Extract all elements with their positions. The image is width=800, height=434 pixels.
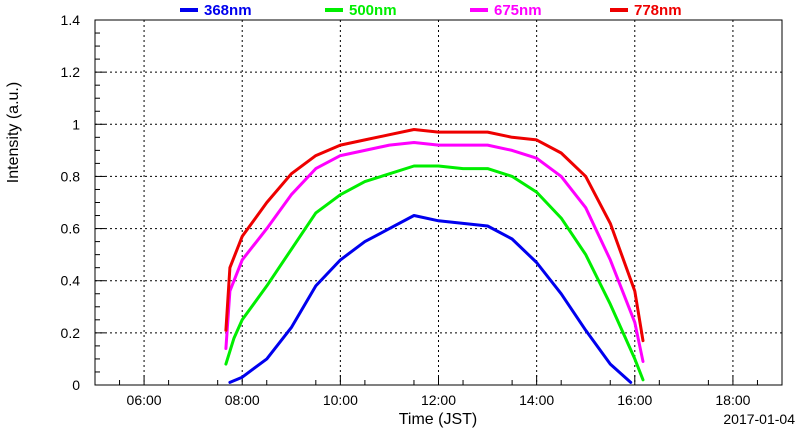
- y-tick-label: 1.4: [61, 12, 81, 28]
- y-tick-label: 0: [72, 377, 80, 393]
- series-line-778nm: [224, 128, 645, 343]
- series-group: [224, 128, 645, 384]
- series-line-500nm: [224, 164, 645, 382]
- legend-label-675nm: 675nm: [494, 2, 542, 19]
- x-tick-label: 14:00: [519, 392, 554, 408]
- date-label: 2017-01-04: [723, 411, 795, 427]
- x-tick-label: 16:00: [617, 392, 652, 408]
- series-line-675nm: [224, 141, 645, 363]
- y-tick-label: 0.2: [61, 325, 81, 341]
- x-tick-label: 10:00: [323, 392, 358, 408]
- series-line-368nm: [228, 214, 633, 384]
- x-tick-label: 18:00: [715, 392, 750, 408]
- y-tick-label: 1.2: [61, 64, 81, 80]
- x-tick-label: 08:00: [225, 392, 260, 408]
- grid-lines: [95, 20, 782, 385]
- axis-ticks: 0 0.2 0.4 0.6 0.8 1 1.2 1.4 06:00 08:00 10:00 12:00…: [61, 12, 758, 408]
- x-tick-label: 06:00: [127, 392, 162, 408]
- legend-label-368nm: 368nm: [204, 2, 252, 19]
- y-tick-label: 0.4: [61, 273, 81, 289]
- y-tick-label: 0.6: [61, 221, 81, 237]
- x-axis-label: Time (JST): [399, 411, 478, 428]
- legend: 368nm 500nm 675nm 778nm: [180, 2, 682, 19]
- y-axis-label: Intensity (a.u.): [5, 82, 22, 183]
- y-tick-label: 0.8: [61, 168, 81, 184]
- x-tick-label: 12:00: [421, 392, 456, 408]
- legend-label-500nm: 500nm: [349, 2, 397, 19]
- y-tick-label: 1: [72, 116, 80, 132]
- legend-label-778nm: 778nm: [634, 2, 682, 19]
